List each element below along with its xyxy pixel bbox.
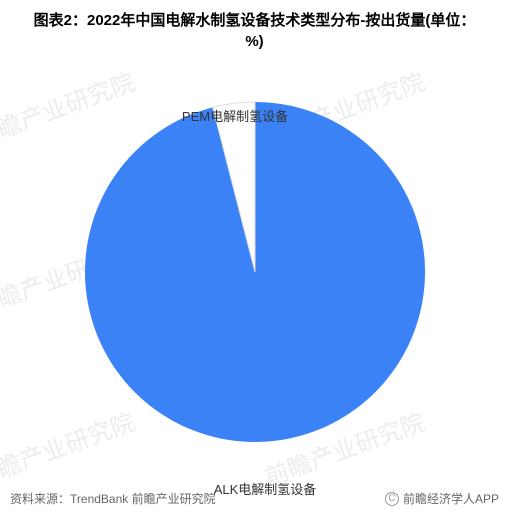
slice-label: PEM电解制氢设备 [175,109,295,125]
copyright: C 前瞻经济学人APP [385,490,499,507]
copyright-text: 前瞻经济学人APP [403,490,499,507]
pie-chart: ALK电解制氢设备PEM电解制氢设备 [0,57,509,487]
pie-svg [80,97,430,447]
source-text: 资料来源：TrendBank 前瞻产业研究院 [10,490,216,507]
source-value: TrendBank 前瞻产业研究院 [70,492,216,506]
footer: 资料来源：TrendBank 前瞻产业研究院 C 前瞻经济学人APP [0,490,509,507]
chart-title: 图表2：2022年中国电解水制氢设备技术类型分布-按出货量(单位：%) [0,0,509,57]
copyright-icon: C [385,492,399,506]
source-label: 资料来源： [10,492,70,506]
